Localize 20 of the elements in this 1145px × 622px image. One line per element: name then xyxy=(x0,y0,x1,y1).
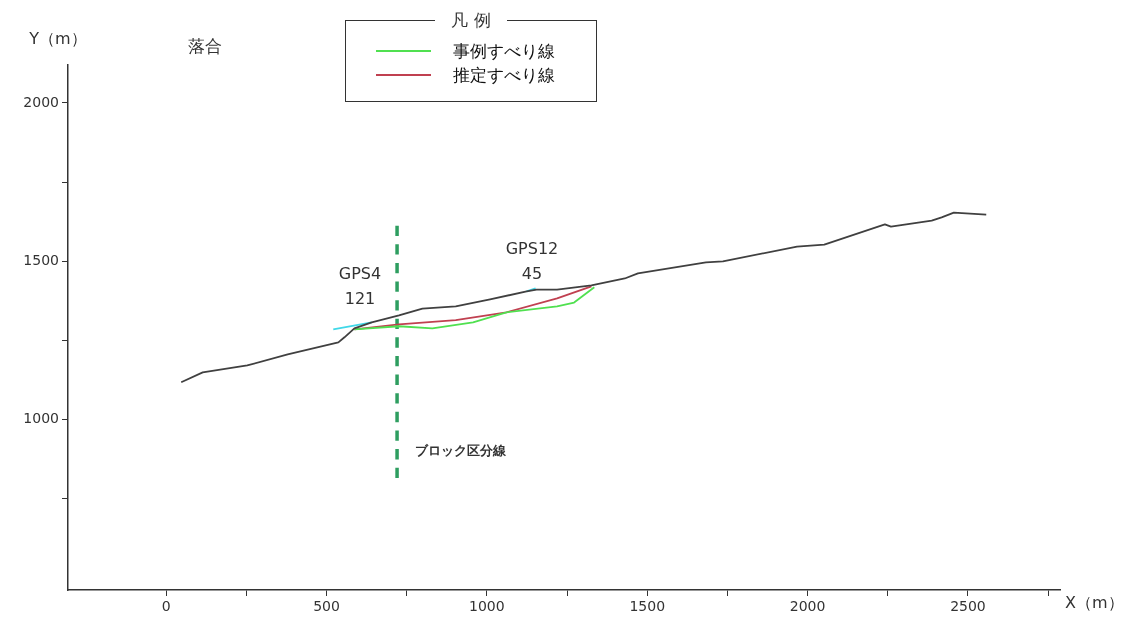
x-tick-label: 0 xyxy=(161,598,171,615)
y-tick-label: 1500 xyxy=(23,251,59,268)
y-axis-title: Y（m） xyxy=(28,29,87,49)
annotation: GPS4 xyxy=(338,264,382,284)
y-tick-label: 1000 xyxy=(23,409,59,426)
annotation: ブロック区分線 xyxy=(414,443,507,459)
legend-label: 事例すべり線 xyxy=(453,39,555,63)
x-tick-label: 2000 xyxy=(789,598,826,615)
x-axis-title: X（m） xyxy=(1065,593,1124,613)
annotation: GPS12 xyxy=(505,239,559,259)
legend-title: 凡 例 xyxy=(435,10,507,30)
legend-label: 推定すべり線 xyxy=(453,63,555,87)
y-tick-label: 2000 xyxy=(23,93,59,110)
text: 落合 xyxy=(188,36,222,57)
annotation: 121 xyxy=(344,289,376,309)
annotation: 45 xyxy=(521,264,543,284)
x-tick-label: 500 xyxy=(313,598,340,615)
x-tick-label: 1500 xyxy=(629,598,666,615)
x-tick-label: 2500 xyxy=(950,598,986,615)
x-tick-label: 1000 xyxy=(469,598,505,615)
